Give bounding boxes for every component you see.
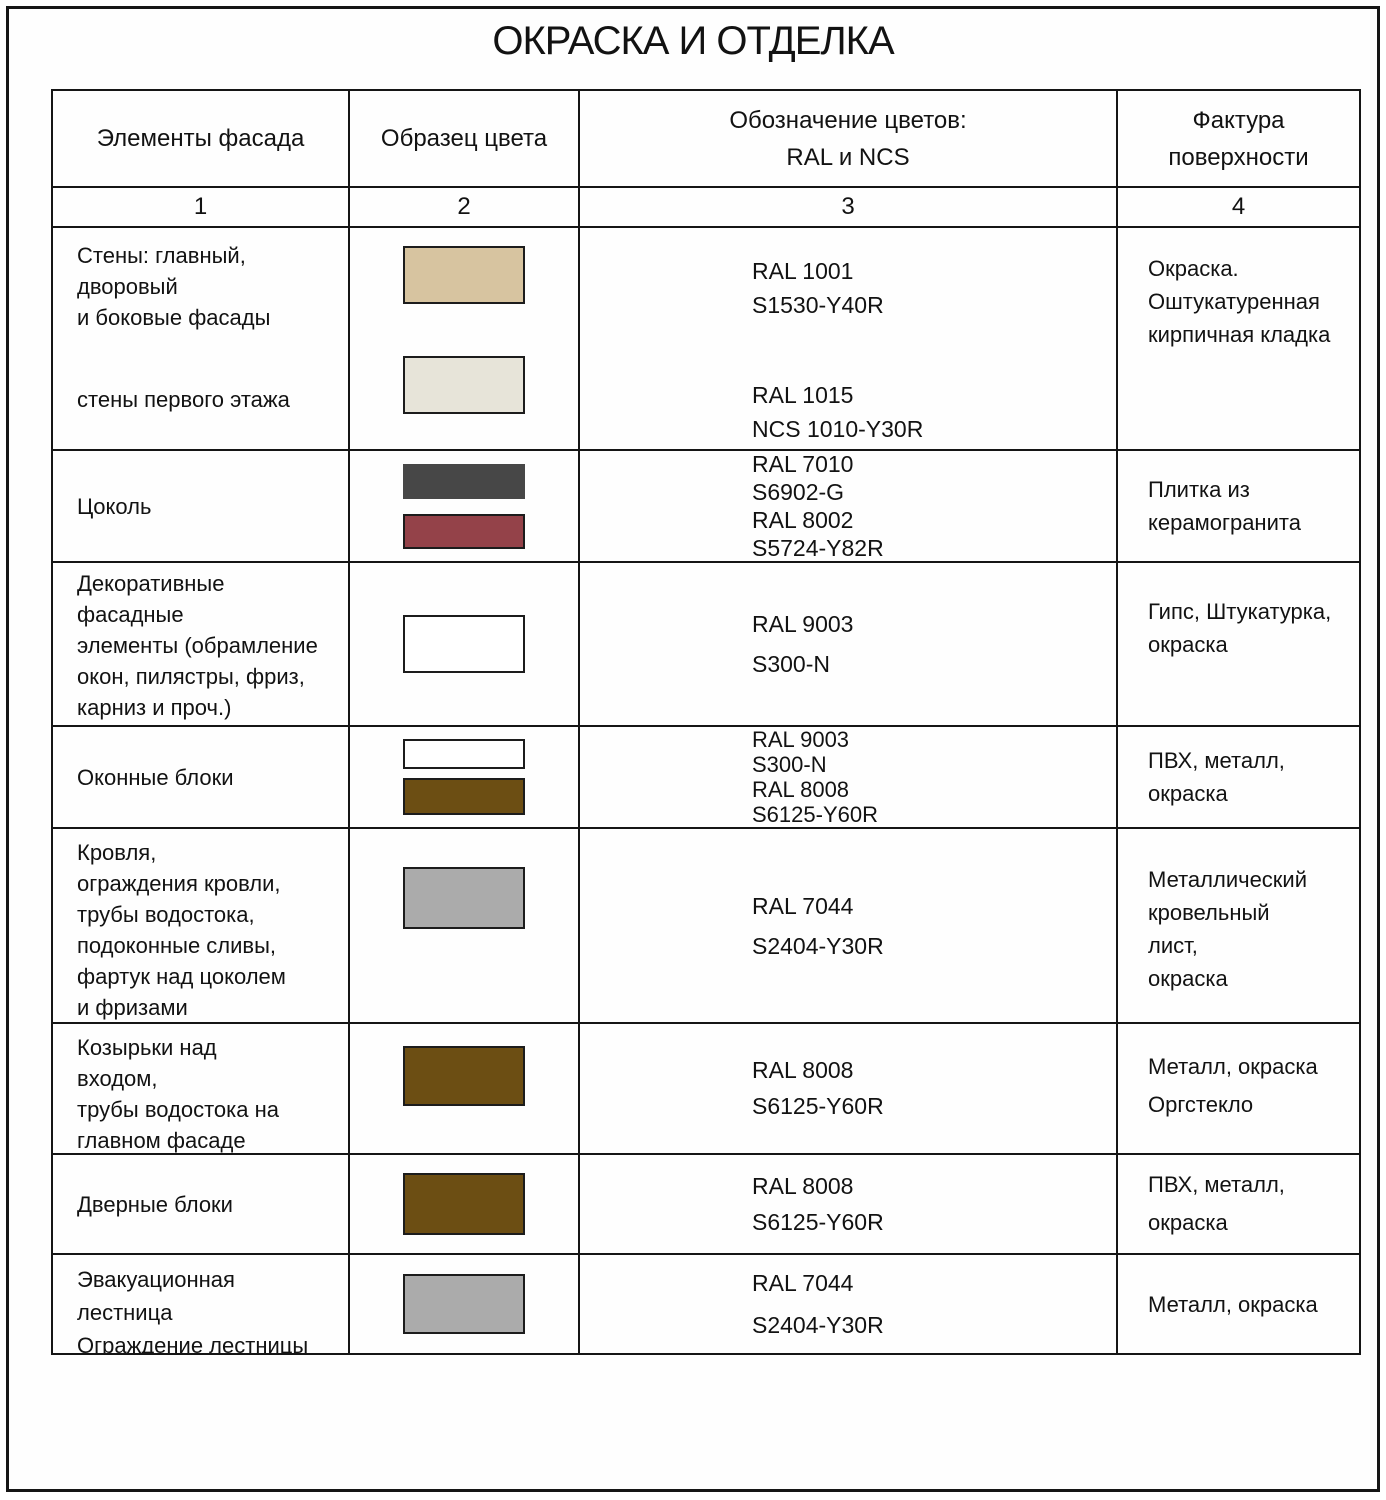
column-numbers-row: 1 2 3 4 xyxy=(53,188,1359,228)
table-header-row: Элементы фасада Образец цвета Обозначени… xyxy=(53,91,1359,188)
cell-colors-plinth: RAL 7010 S6902-G RAL 8002 S5724-Y82R xyxy=(580,451,1118,561)
cell-colors-walls: RAL 1001 S1530-Y40R RAL 1015 NCS 1010-Y3… xyxy=(580,228,1118,449)
color-swatch-ral8008-door xyxy=(403,1173,525,1235)
cell-texture-canopy: Металл, окраска Оргстекло xyxy=(1148,1054,1318,1117)
header-texture: Фактура поверхности xyxy=(1168,106,1309,171)
color-swatch-ral1015 xyxy=(403,356,525,414)
cell-element-walls: Стены: главный, дворовый и боковые фасад… xyxy=(53,228,350,449)
cell-colors-roof: RAL 7044 S2404-Y30R xyxy=(580,829,1118,1022)
cell-colors-stairs: RAL 7044 S2404-Y30R xyxy=(580,1255,1118,1353)
color-swatch-ral9003 xyxy=(403,615,525,673)
cell-swatch-stairs xyxy=(350,1255,580,1353)
row-stairs: Эвакуационная лестница Ограждение лестни… xyxy=(53,1255,1359,1353)
cell-texture-decor: Гипс, Штукатурка, окраска xyxy=(1148,599,1332,657)
page-title: ОКРАСКА И ОТДЕЛКА xyxy=(492,19,894,63)
color-swatch-ral7044-roof xyxy=(403,867,525,929)
cell-texture-plinth: Плитка из керамогранита xyxy=(1148,477,1301,535)
cell-texture-roof: Металлический кровельный лист, окраска xyxy=(1148,867,1308,991)
cell-element-plinth: Цоколь xyxy=(53,451,350,561)
color-swatch-ral8002 xyxy=(403,513,525,549)
cell-swatch-doors xyxy=(350,1155,580,1253)
color-swatch-ral7010 xyxy=(403,463,525,499)
cell-element-stairs: Эвакуационная лестница Ограждение лестни… xyxy=(53,1255,350,1353)
cell-element-canopy: Козырьки над входом, трубы водостока на … xyxy=(53,1024,350,1153)
row-walls: Стены: главный, дворовый и боковые фасад… xyxy=(53,228,1359,451)
cell-swatch-plinth xyxy=(350,451,580,561)
cell-element-doors: Дверные блоки xyxy=(53,1155,350,1253)
row-windows: Оконные блоки RAL 9003 S300-N RAL 8008 S… xyxy=(53,727,1359,829)
cell-texture-doors: ПВХ, металл, окраска xyxy=(1148,1172,1285,1235)
cell-swatch-decor xyxy=(350,563,580,725)
cell-element-decor: Декоративные фасадные элементы (обрамлен… xyxy=(53,563,350,725)
color-swatch-ral8008-canopy xyxy=(403,1046,525,1106)
cell-texture-walls: Окраска. Оштукатуренная кирпичная кладка xyxy=(1148,256,1331,347)
column-number-4: 4 xyxy=(1231,193,1246,220)
row-roof: Кровля, ограждения кровли, трубы водосто… xyxy=(53,829,1359,1024)
finish-table: Элементы фасада Образец цвета Обозначени… xyxy=(51,89,1361,1355)
cell-colors-windows: RAL 9003 S300-N RAL 8008 S6125-Y60R xyxy=(580,727,1118,827)
row-doors: Дверные блоки RAL 8008 S6125-Y60R ПВХ, м… xyxy=(53,1155,1359,1255)
column-number-1: 1 xyxy=(53,188,350,226)
color-swatch-ral8008-window xyxy=(403,778,525,815)
row-decor: Декоративные фасадные элементы (обрамлен… xyxy=(53,563,1359,727)
color-swatch-ral1001 xyxy=(403,246,525,304)
color-swatch-ral9003-window xyxy=(403,739,525,769)
color-swatch-ral7044-stairs xyxy=(403,1274,525,1334)
cell-colors-doors: RAL 8008 S6125-Y60R xyxy=(580,1155,1118,1253)
header-designation: Обозначение цветов: RAL и NCS xyxy=(580,91,1118,186)
cell-texture-windows: ПВХ, металл, окраска xyxy=(1148,748,1285,806)
row-plinth: Цоколь RAL 7010 S6902-G RAL 8002 S5724-Y… xyxy=(53,451,1359,563)
cell-swatch-roof xyxy=(350,829,580,1022)
cell-colors-canopy: RAL 8008 S6125-Y60R xyxy=(580,1024,1118,1153)
cell-swatch-windows xyxy=(350,727,580,827)
cell-element-roof: Кровля, ограждения кровли, трубы водосто… xyxy=(53,829,350,1022)
cell-swatch-walls xyxy=(350,228,580,449)
column-number-3: 3 xyxy=(580,188,1118,226)
row-canopy: Козырьки над входом, трубы водостока на … xyxy=(53,1024,1359,1155)
header-sample: Образец цвета xyxy=(350,91,580,186)
drawing-sheet: ОКРАСКА И ОТДЕЛКА Элементы фасада Образе… xyxy=(6,6,1380,1492)
cell-element-windows: Оконные блоки xyxy=(53,727,350,827)
cell-colors-decor: RAL 9003 S300-N xyxy=(580,563,1118,725)
cell-swatch-canopy xyxy=(350,1024,580,1153)
cell-texture-stairs: Металл, окраска xyxy=(1148,1291,1318,1317)
header-elements: Элементы фасада xyxy=(53,91,350,186)
column-number-2: 2 xyxy=(350,188,580,226)
